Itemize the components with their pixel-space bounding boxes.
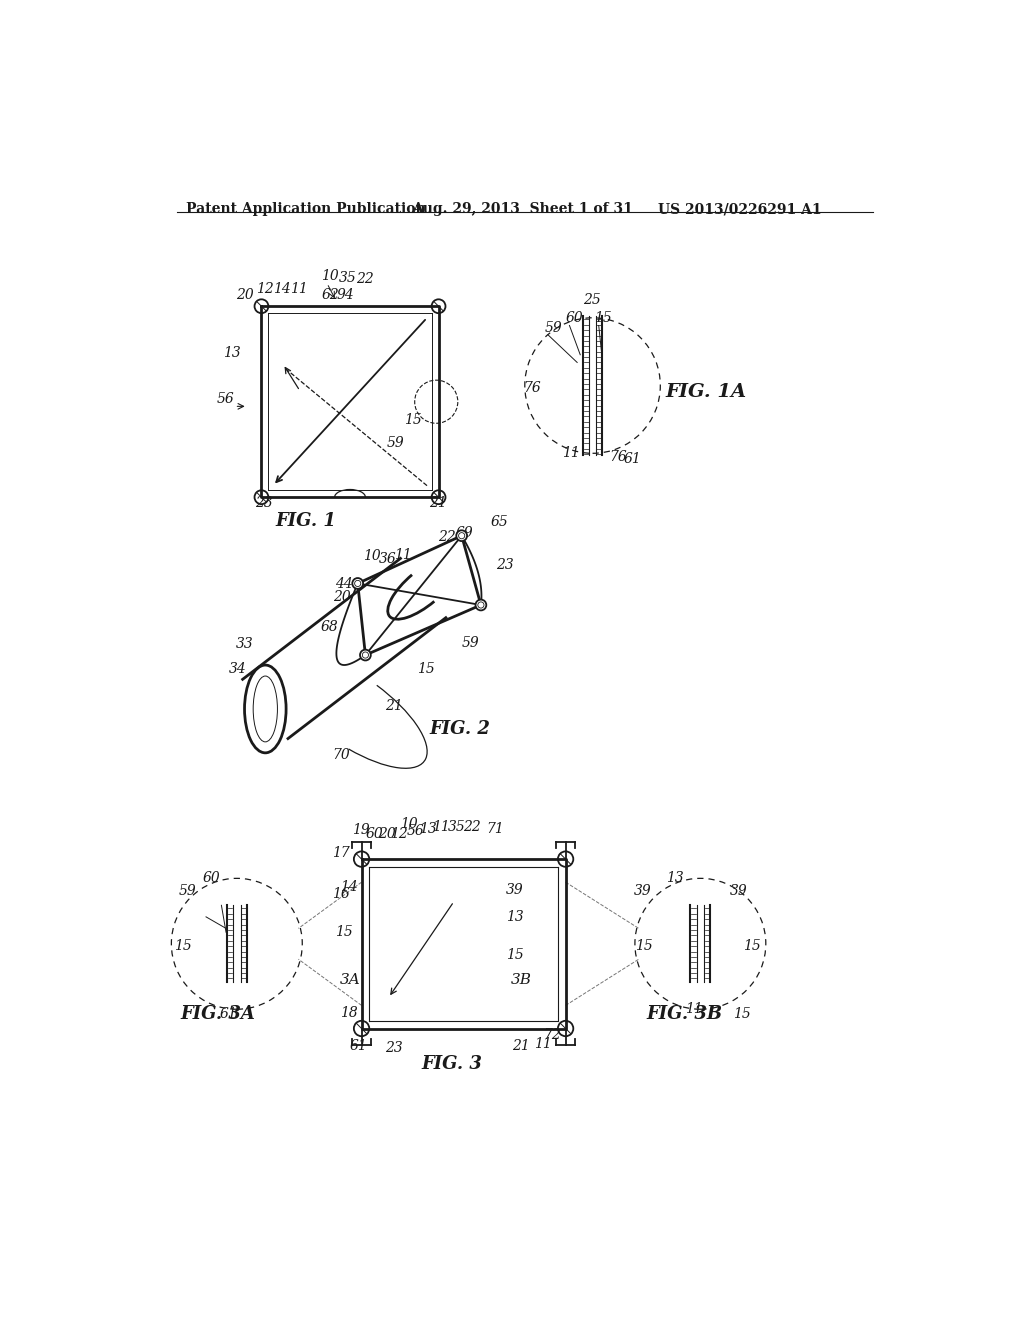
Text: 76: 76	[523, 380, 541, 395]
Text: 33: 33	[237, 638, 254, 651]
Text: 60: 60	[565, 312, 584, 326]
Text: 23: 23	[255, 496, 273, 511]
Circle shape	[457, 531, 467, 541]
Circle shape	[360, 649, 371, 660]
Text: 15: 15	[742, 939, 761, 953]
Text: 15: 15	[506, 948, 523, 962]
Text: 25: 25	[584, 293, 601, 308]
Text: 56: 56	[407, 824, 424, 838]
Text: 22: 22	[356, 272, 374, 286]
Text: 17: 17	[333, 846, 350, 859]
Text: 76: 76	[609, 450, 628, 465]
Text: 3A: 3A	[340, 973, 360, 987]
Text: 11: 11	[535, 1036, 552, 1051]
Text: 20: 20	[379, 826, 396, 841]
Text: FIG. 3A: FIG. 3A	[180, 1006, 255, 1023]
Text: FIG. 1: FIG. 1	[275, 512, 336, 531]
Text: 22: 22	[438, 531, 457, 544]
Text: 11: 11	[685, 1002, 702, 1016]
Text: 69: 69	[456, 527, 473, 540]
Text: 59: 59	[387, 436, 404, 450]
Text: 34: 34	[229, 661, 247, 676]
Text: 12: 12	[390, 826, 408, 841]
Text: 61: 61	[220, 1007, 238, 1022]
Text: 44: 44	[335, 577, 352, 591]
Text: 11: 11	[290, 282, 307, 296]
Text: 18: 18	[340, 1006, 357, 1020]
Text: FIG. 2: FIG. 2	[429, 721, 490, 738]
Text: 13: 13	[506, 909, 523, 924]
Text: 10: 10	[364, 549, 381, 564]
Text: 11: 11	[432, 821, 450, 834]
Circle shape	[352, 578, 364, 589]
Text: FIG. 3: FIG. 3	[422, 1055, 482, 1073]
Text: 60: 60	[202, 871, 220, 886]
Text: US 2013/0226291 A1: US 2013/0226291 A1	[658, 202, 821, 216]
Text: 13: 13	[419, 822, 436, 836]
Text: 15: 15	[403, 413, 422, 428]
Text: 22: 22	[463, 820, 481, 834]
Text: 3B: 3B	[511, 973, 531, 987]
Text: 36: 36	[379, 552, 396, 566]
Text: 21: 21	[385, 700, 402, 714]
Text: 20: 20	[237, 288, 254, 302]
Text: 15: 15	[733, 1007, 751, 1022]
Text: 12: 12	[256, 282, 273, 296]
Circle shape	[475, 599, 486, 610]
Text: 60: 60	[366, 826, 383, 841]
Text: 39: 39	[634, 884, 652, 899]
Text: 59: 59	[545, 321, 562, 335]
Text: Patent Application Publication: Patent Application Publication	[186, 202, 426, 216]
Text: FIG. 1A: FIG. 1A	[666, 383, 746, 401]
Text: 10: 10	[400, 817, 418, 832]
Text: 13: 13	[223, 346, 241, 360]
Text: 59: 59	[179, 884, 197, 899]
Text: 21: 21	[512, 1039, 529, 1053]
Text: 11: 11	[394, 548, 412, 562]
Text: 16: 16	[333, 887, 350, 900]
Text: 13: 13	[667, 871, 684, 886]
Text: 35: 35	[339, 271, 356, 285]
Text: 21: 21	[429, 496, 447, 511]
Text: 19: 19	[352, 824, 370, 837]
Text: 11: 11	[562, 446, 580, 461]
Text: 23: 23	[497, 558, 514, 572]
Text: FIG. 3B: FIG. 3B	[646, 1006, 723, 1023]
Text: 15: 15	[635, 939, 652, 953]
Text: 20: 20	[333, 590, 351, 605]
Text: 62: 62	[322, 288, 339, 301]
Text: 70: 70	[333, 748, 350, 762]
Text: 23: 23	[385, 1040, 402, 1055]
Text: 39: 39	[730, 884, 748, 899]
Text: 71: 71	[486, 822, 504, 836]
Text: 15: 15	[335, 925, 352, 939]
Text: 35: 35	[447, 820, 466, 834]
Text: 15: 15	[594, 312, 612, 326]
Text: 15: 15	[417, 661, 435, 676]
Text: 14: 14	[340, 880, 357, 895]
Text: 39: 39	[506, 883, 523, 896]
Text: 59: 59	[462, 636, 479, 651]
Text: 15: 15	[174, 939, 191, 953]
Text: 72: 72	[544, 1027, 561, 1041]
Text: 56: 56	[217, 392, 234, 407]
Text: 14: 14	[273, 282, 291, 296]
Text: 94: 94	[337, 288, 354, 302]
Text: Aug. 29, 2013  Sheet 1 of 31: Aug. 29, 2013 Sheet 1 of 31	[412, 202, 633, 216]
Text: 65: 65	[490, 516, 508, 529]
Text: 61: 61	[350, 1039, 368, 1053]
Text: 10: 10	[322, 269, 339, 282]
Text: 61: 61	[624, 451, 641, 466]
Text: 68: 68	[321, 620, 339, 634]
